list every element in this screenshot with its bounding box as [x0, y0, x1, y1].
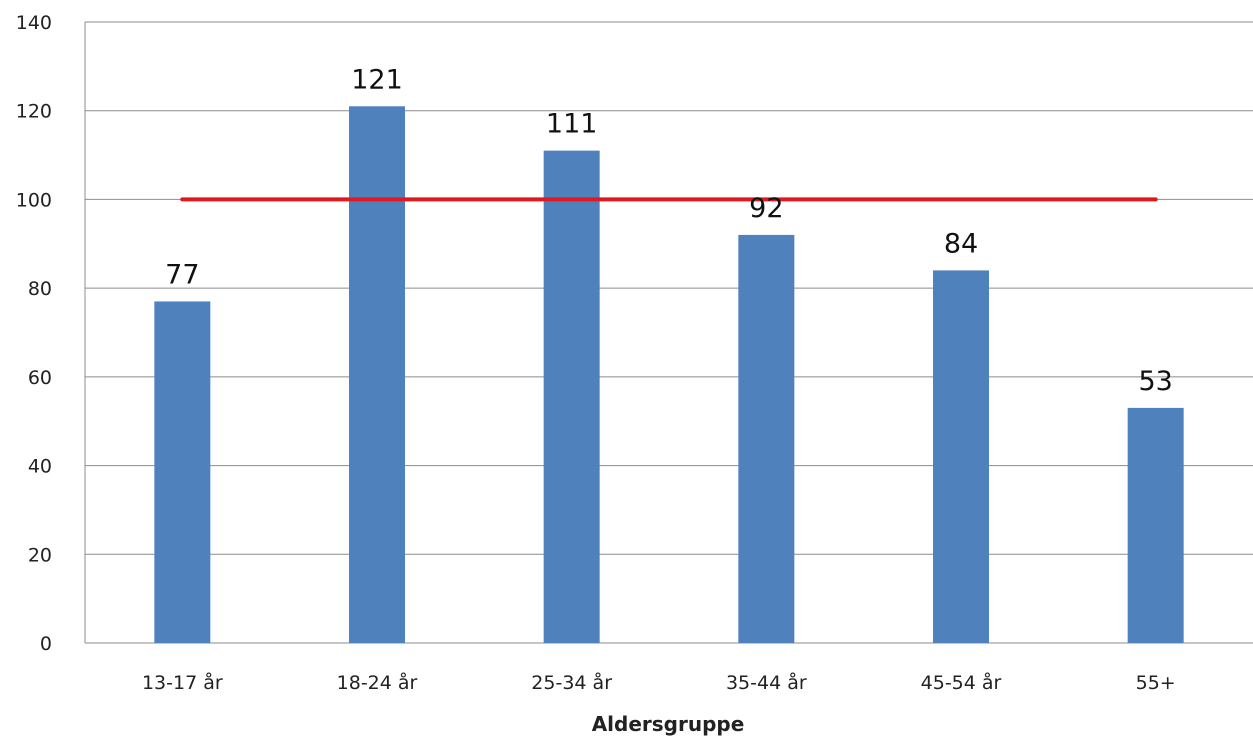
y-tick-label: 120	[16, 101, 52, 123]
x-tick-label: 55+	[1136, 672, 1176, 694]
data-label: 92	[749, 193, 783, 224]
value-labels: 77 121 111 92 84 53	[165, 64, 1173, 397]
data-label: 121	[351, 64, 403, 95]
data-label: 84	[944, 228, 978, 259]
data-label: 77	[165, 259, 199, 290]
x-tick-label: 45-54 år	[921, 671, 1002, 694]
x-tick-label: 13-17 år	[142, 671, 223, 694]
y-tick-label: 140	[16, 12, 52, 34]
x-tick-label: 25-34 år	[531, 671, 612, 694]
bars	[154, 106, 1184, 644]
y-tick-label: 80	[28, 278, 52, 300]
data-label: 111	[546, 109, 598, 140]
gridlines	[84, 21, 1253, 644]
data-label: 53	[1138, 366, 1172, 397]
y-tick-label: 100	[16, 189, 52, 211]
y-axis-ticks: 0 20 40 60 80 100 120 140	[16, 12, 52, 655]
y-tick-label: 0	[40, 633, 52, 655]
y-tick-label: 20	[28, 544, 52, 566]
bar	[933, 270, 989, 643]
bar	[154, 301, 211, 643]
y-tick-label: 40	[28, 456, 52, 478]
bar	[543, 150, 600, 643]
x-axis-title: Aldersgruppe	[592, 712, 745, 736]
x-tick-label: 35-44 år	[726, 671, 807, 694]
x-tick-label: 18-24 år	[337, 671, 418, 694]
y-tick-label: 60	[28, 367, 52, 389]
bar	[349, 106, 405, 644]
bar	[1127, 407, 1184, 643]
bar	[738, 234, 795, 643]
x-axis-categories: 13-17 år 18-24 år 25-34 år 35-44 år 45-54 år…	[142, 671, 1176, 694]
